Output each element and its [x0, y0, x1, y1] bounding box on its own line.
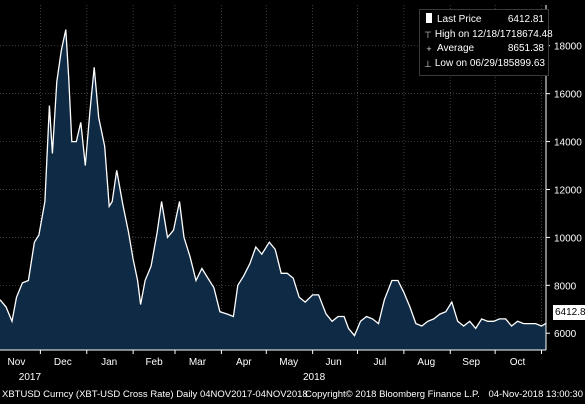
y-tick-label: 6000 [554, 329, 577, 340]
x-tick-label: Feb [145, 357, 163, 368]
legend-high: ⊤ High on 12/18/17 18674.48 [424, 28, 553, 43]
y-tick-label: 16000 [554, 90, 582, 101]
legend-high-value: 18674.48 [511, 28, 553, 40]
x-tick-label: Apr [236, 357, 252, 368]
x-tick-label: Aug [417, 357, 435, 368]
price-line [0, 29, 547, 337]
footer-timestamp: 04-Nov-2018 13:00:30 [488, 389, 583, 400]
average-marker-icon: + [426, 44, 432, 54]
x-tick-label: Jul [374, 357, 387, 368]
last-price-tag: 6412.81 [553, 305, 585, 320]
x-year-label: 2018 [303, 372, 326, 383]
legend-last-price-value: 6412.81 [507, 14, 544, 25]
legend-high-label: High on 12/18/17 [434, 28, 512, 40]
x-tick-label: Mar [189, 357, 207, 368]
y-axis: 6000 8000 10000 12000 14000 16000 18000 [545, 5, 582, 350]
y-tick-label: 10000 [554, 233, 582, 244]
footer-copyright: Copyright© 2018 Bloomberg Finance L.P. [305, 389, 480, 400]
x-tick-label: Jan [101, 357, 117, 368]
y-tick-label: 8000 [554, 281, 577, 292]
legend-average: + Average 8651.38 [424, 42, 544, 57]
x-tick-label: Jun [326, 357, 342, 368]
x-tick-label: Sep [462, 357, 480, 368]
chart-legend: Last Price 6412.81 ⊤ High on 12/18/17 18… [419, 9, 553, 76]
x-year-label: 2017 [19, 372, 42, 383]
y-tick-label: 14000 [554, 138, 582, 149]
footer-security-info: XBTUSD Curncy (XBT-USD Cross Rate) Daily… [2, 389, 308, 400]
x-tick-label: Dec [54, 357, 72, 368]
legend-low: ⊥ Low on 06/29/18 5899.63 [424, 57, 545, 72]
low-marker-icon: ⊥ [424, 58, 432, 69]
legend-low-value: 5899.63 [508, 57, 545, 69]
x-axis: Nov Dec Jan Feb Mar Apr May Jun Jul Aug Sep Oct 2017… [0, 349, 546, 383]
price-area [0, 29, 546, 350]
legend-average-value: 8651.38 [507, 43, 544, 54]
y-tick-label: 18000 [554, 42, 582, 53]
legend-last-price-label: Last Price [437, 14, 482, 25]
chart-footer: XBTUSD Curncy (XBT-USD Cross Rate) Daily… [0, 386, 585, 404]
x-tick-label: Oct [510, 357, 526, 368]
x-tick-label: Nov [8, 357, 26, 368]
x-tick-label: May [279, 357, 298, 368]
legend-last-price: Last Price 6412.81 [424, 13, 544, 28]
y-tick-label: 12000 [554, 185, 582, 196]
square-swatch-icon [424, 13, 434, 28]
legend-low-label: Low on 06/29/18 [434, 57, 509, 69]
high-marker-icon: ⊤ [424, 29, 432, 40]
legend-average-label: Average [437, 43, 475, 54]
